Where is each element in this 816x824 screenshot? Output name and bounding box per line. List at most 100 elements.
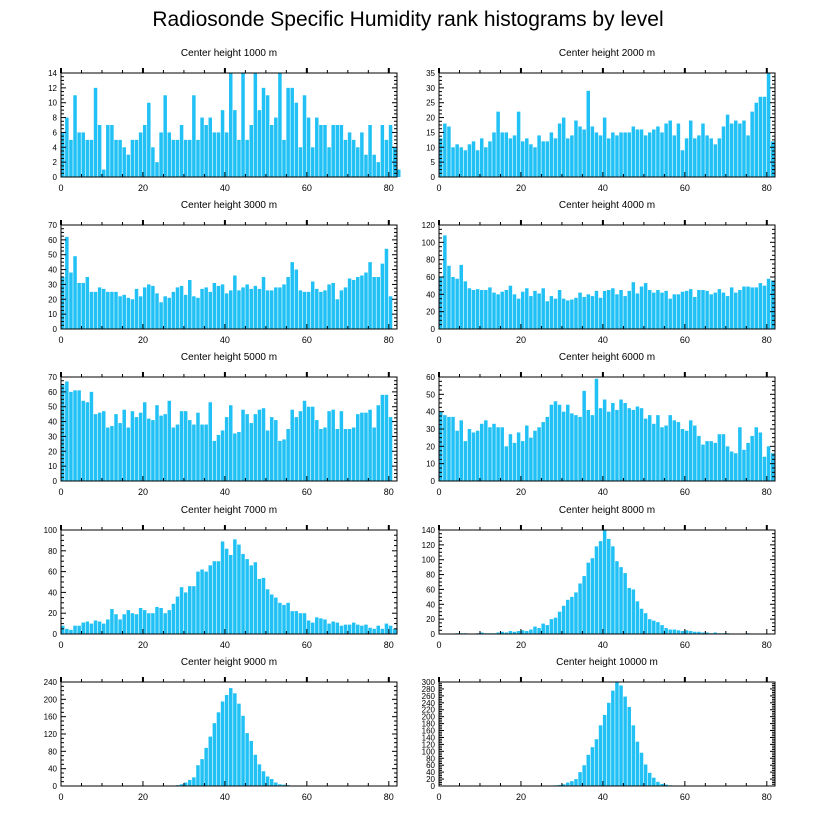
histogram-bar xyxy=(339,125,344,177)
histogram-bar xyxy=(619,399,623,481)
y-tick-label: 120 xyxy=(44,730,58,739)
histogram-bar xyxy=(384,248,389,329)
chart-title: Center height 8000 m xyxy=(559,505,655,516)
histogram-bar xyxy=(147,613,151,634)
histogram-bar xyxy=(455,430,459,481)
y-tick-label: 10 xyxy=(426,460,435,469)
histogram-bar xyxy=(471,290,476,329)
histogram-bar xyxy=(331,621,335,634)
histogram-bar xyxy=(188,420,192,481)
histogram-bar xyxy=(126,297,131,329)
histogram-bar xyxy=(766,446,771,481)
histogram-bar xyxy=(697,631,701,634)
histogram-bar xyxy=(319,125,323,177)
histogram-bar xyxy=(590,747,595,786)
histogram-bar xyxy=(347,429,352,481)
chart-panel-8: Center height 8000 m 0 20 40 60 80 0 20 40 60 80 10… xyxy=(422,505,776,650)
y-tick-label: 0 xyxy=(431,477,436,486)
histogram-bar xyxy=(310,147,315,177)
histogram-bar xyxy=(69,272,73,329)
chart-panel-1: Center height 1000 m 0 20 40 60 80 0 2 4 6 8 10 12 14 xyxy=(48,48,401,193)
histogram-bar xyxy=(512,294,517,329)
histogram-bar xyxy=(204,571,208,634)
y-tick-label: 60 xyxy=(426,761,435,770)
y-tick-label: 220 xyxy=(422,706,436,715)
histogram-bar xyxy=(347,278,352,329)
histogram-bar xyxy=(73,390,77,481)
histogram-bar xyxy=(582,296,586,329)
histogram-bar xyxy=(746,135,750,177)
histogram-bar xyxy=(516,111,521,177)
histogram-bar xyxy=(65,117,69,177)
histogram-bar xyxy=(114,291,118,329)
histogram-bar xyxy=(709,294,713,329)
histogram-bar xyxy=(578,583,582,634)
histogram-bar xyxy=(762,456,767,481)
histogram-bar xyxy=(652,129,656,177)
histogram-bar xyxy=(734,120,738,177)
histogram-bar xyxy=(212,440,217,481)
histogram-bar xyxy=(631,409,636,481)
histogram-bar xyxy=(216,132,221,177)
histogram-bar xyxy=(537,293,541,329)
histogram-bar xyxy=(229,73,233,177)
x-tick-label: 20 xyxy=(138,640,148,650)
histogram-bar xyxy=(713,442,718,481)
histogram-bar xyxy=(134,139,139,177)
histogram-bar xyxy=(475,430,480,481)
histogram-bar xyxy=(159,415,163,481)
histogram-bar xyxy=(93,291,98,329)
x-tick-label: 80 xyxy=(384,640,394,650)
histogram-bar xyxy=(520,441,525,481)
histogram-bar xyxy=(360,132,364,177)
histogram-bar xyxy=(310,622,315,634)
histogram-bar xyxy=(351,139,356,177)
histogram-bar xyxy=(664,628,668,634)
histogram-bar xyxy=(220,284,225,329)
x-tick-label: 20 xyxy=(138,183,148,193)
histogram-bar xyxy=(742,449,746,481)
histogram-bar xyxy=(368,627,372,634)
histogram-bar xyxy=(647,132,652,177)
histogram-bar xyxy=(496,111,500,177)
x-tick-label: 80 xyxy=(762,487,772,497)
histogram-bar xyxy=(615,135,619,177)
histogram-bar xyxy=(97,412,102,481)
histogram-bar xyxy=(294,611,299,634)
histogram-bar xyxy=(566,404,570,481)
chart-title: Center height 3000 m xyxy=(181,200,277,211)
histogram-bar xyxy=(388,296,393,329)
histogram-bar xyxy=(282,604,286,634)
histogram-bar xyxy=(73,256,77,329)
histogram-bar xyxy=(282,284,286,329)
histogram-bar xyxy=(335,429,340,481)
histogram-bar xyxy=(533,626,537,634)
histogram-bar xyxy=(155,162,159,177)
histogram-bar xyxy=(208,565,213,634)
histogram-bar xyxy=(81,282,85,329)
histogram-bar xyxy=(525,138,529,177)
histogram-bar xyxy=(245,733,249,786)
histogram-bar xyxy=(602,117,607,177)
chart-title: Center height 2000 m xyxy=(559,48,655,59)
y-tick-label: 280 xyxy=(422,685,436,694)
histogram-bar xyxy=(516,298,521,329)
histogram-bar xyxy=(302,95,307,177)
histogram-bar xyxy=(69,391,73,481)
histogram-bar xyxy=(118,139,122,177)
histogram-bar xyxy=(475,289,480,329)
x-tick-label: 40 xyxy=(220,487,230,497)
y-tick-label: 35 xyxy=(426,69,435,78)
histogram-bar xyxy=(175,424,180,481)
histogram-bar xyxy=(278,440,282,481)
histogram-bar xyxy=(229,405,233,481)
histogram-bar xyxy=(89,623,94,634)
histogram-bar xyxy=(717,289,722,329)
page-title: Radiosonde Specific Humidity rank histog… xyxy=(152,8,664,31)
histogram-bar xyxy=(253,562,258,634)
histogram-bar xyxy=(607,290,611,329)
histogram-bar xyxy=(615,561,619,634)
histogram-bar xyxy=(183,294,188,329)
histogram-bar xyxy=(376,162,381,177)
x-tick-label: 0 xyxy=(436,792,441,802)
